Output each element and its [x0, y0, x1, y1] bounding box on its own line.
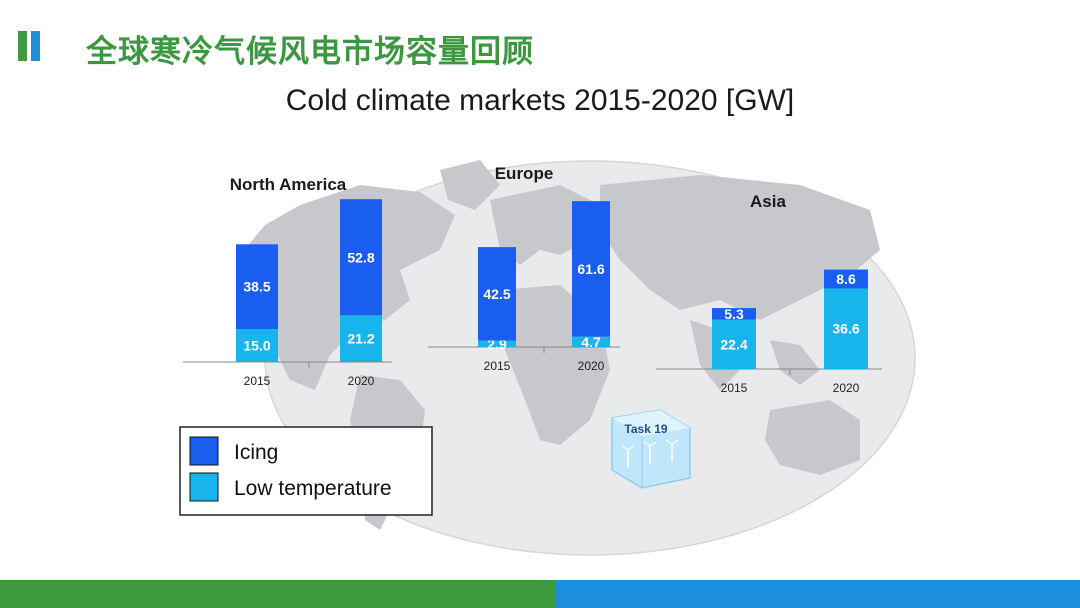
data-label-low-temperature-2020: 36.6	[832, 321, 859, 337]
slide-header	[18, 28, 44, 64]
tick-label-2020: 2020	[833, 381, 860, 395]
footer-bar-green	[0, 580, 556, 608]
legend-label-icing: Icing	[234, 441, 278, 464]
bar-low-temperature-2020	[340, 315, 382, 362]
header-mark-blue	[31, 31, 40, 61]
data-label-icing-2015: 5.3	[724, 306, 744, 322]
bar-icing-2020	[340, 199, 382, 316]
turbine-blades-icon	[665, 439, 679, 451]
data-label-low-temperature-2015: 15.0	[243, 338, 270, 354]
legend-swatch-icing	[189, 436, 219, 466]
data-label-icing-2020: 8.6	[836, 271, 856, 287]
bar-icing-2020	[572, 201, 610, 337]
cold-climate-chart: North America 15.0 38.5 2015 21.2 52.8 2020 Eur…	[179, 160, 916, 556]
badge-label: Task 19	[624, 422, 667, 436]
bar-icing-2015	[236, 244, 278, 329]
bar-icing-2015	[478, 247, 516, 341]
bar-low-temperature-2020	[572, 336, 610, 347]
header-mark-green	[18, 31, 27, 61]
turbine-blades-icon	[643, 441, 657, 453]
region-title: Europe	[495, 164, 554, 183]
tick-label-2015: 2015	[244, 374, 271, 388]
bar-icing-2020	[824, 269, 868, 289]
tick-label-2015: 2015	[721, 381, 748, 395]
slide-title-wrap: 全球寒冷气候风电市场容量回顾	[48, 26, 534, 71]
chart-title: Cold climate markets 2015-2020 [GW]	[285, 84, 795, 117]
region-title: North America	[230, 175, 347, 194]
ice-cube-top	[612, 410, 690, 436]
region-title: Asia	[750, 192, 786, 211]
data-label-low-temperature-2015: 22.4	[720, 336, 747, 352]
bar-low-temperature-2015	[478, 340, 516, 347]
legend-swatch-low-temperature	[189, 472, 219, 502]
region-north-america: North America 15.0 38.5 2015 21.2 52.8 2020	[183, 175, 392, 388]
legend-label-low-temperature: Low temperature	[234, 477, 392, 500]
bar-low-temperature-2020	[824, 288, 868, 369]
bar-low-temperature-2015	[712, 319, 756, 369]
data-label-icing-2015: 38.5	[243, 279, 270, 295]
region-asia: Asia 22.4 5.3 2015 36.6 8.6 2020	[656, 192, 882, 395]
slide-title: 全球寒冷气候风电市场容量回顾	[86, 34, 534, 70]
data-label-icing-2015: 42.5	[483, 286, 510, 302]
task-badge: Task 19	[611, 409, 691, 489]
bar-icing-2015	[712, 308, 756, 320]
tick-label-2020: 2020	[578, 359, 605, 373]
data-label-icing-2020: 52.8	[347, 249, 374, 265]
tick-label-2020: 2020	[348, 374, 375, 388]
legend: Icing Low temperature	[179, 426, 433, 516]
turbine-blades-icon	[621, 445, 635, 457]
data-label-low-temperature-2020: 21.2	[347, 331, 374, 347]
legend-box	[179, 426, 433, 516]
bar-low-temperature-2015	[236, 329, 278, 362]
plot-layer: North America 15.0 38.5 2015 21.2 52.8 2020 Eur…	[183, 164, 882, 395]
tick-label-2015: 2015	[484, 359, 511, 373]
data-label-icing-2020: 61.6	[577, 261, 604, 277]
data-label-low-temperature-2020: 4.7	[581, 334, 601, 350]
footer-bar-blue	[556, 580, 1080, 608]
